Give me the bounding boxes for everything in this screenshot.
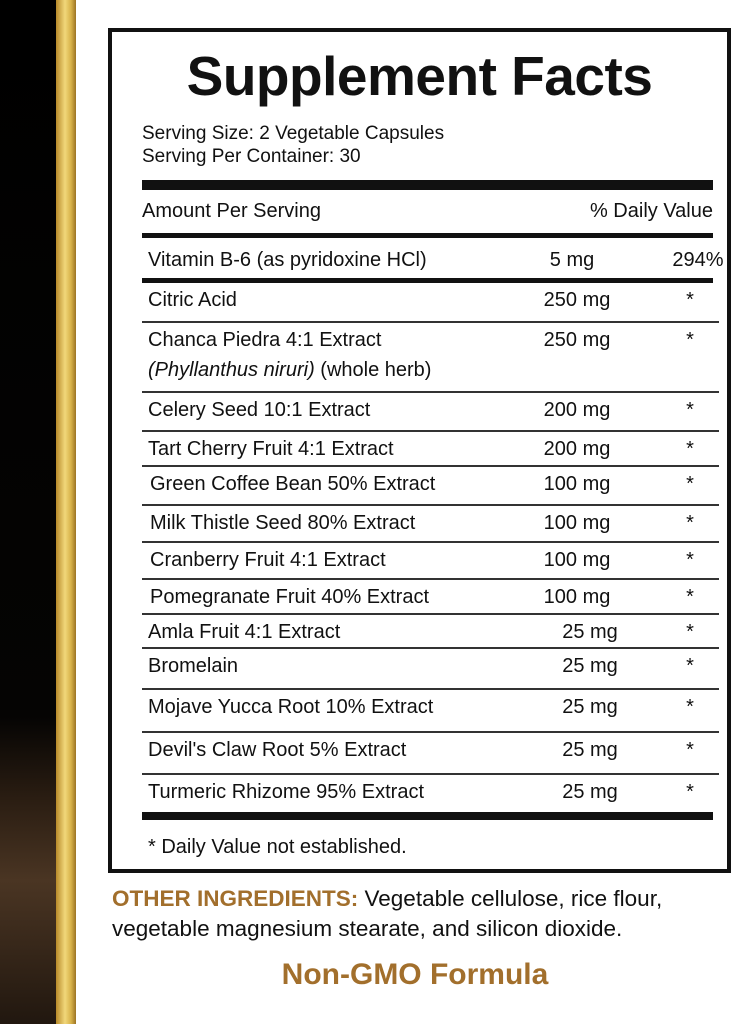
ingredient-amount: 200 mg	[543, 438, 611, 460]
ingredient-daily-value: *	[686, 512, 694, 534]
ingredient-name: Tart Cherry Fruit 4:1 Extract	[148, 438, 394, 460]
thick-divider	[142, 812, 713, 820]
serving-size: Serving Size: 2 Vegetable Capsules	[142, 123, 445, 144]
medium-divider	[142, 278, 713, 283]
ingredient-daily-value: *	[686, 549, 694, 571]
row-divider	[142, 541, 719, 543]
ingredient-amount: 250 mg	[543, 329, 611, 351]
row-divider	[142, 647, 719, 649]
ingredient-daily-value: *	[686, 586, 694, 608]
row-divider	[142, 613, 719, 615]
ingredient-name: Vitamin B-6 (as pyridoxine HCl)	[148, 249, 427, 271]
decorative-dark-strip	[0, 0, 56, 1024]
ingredient-daily-value: *	[686, 621, 694, 643]
ingredient-daily-value: *	[686, 399, 694, 421]
ingredient-daily-value: 294%	[672, 249, 724, 271]
servings-per-container: Serving Per Container: 30	[142, 146, 361, 167]
ingredient-daily-value: *	[686, 329, 694, 351]
thick-divider	[142, 180, 713, 190]
panel-title: Supplement Facts	[186, 45, 653, 107]
other-ingredients-text: Vegetable cellulose, rice flour, vegetab…	[112, 886, 663, 941]
row-divider	[142, 321, 719, 323]
ingredient-daily-value: *	[686, 473, 694, 495]
ingredient-name: Mojave Yucca Root 10% Extract	[148, 696, 434, 718]
ingredient-daily-value: *	[686, 696, 694, 718]
daily-value-header: % Daily Value	[589, 200, 713, 222]
ingredient-daily-value: *	[686, 655, 694, 677]
ingredient-amount: 25 mg	[562, 739, 618, 761]
ingredient-amount: 100 mg	[543, 512, 611, 534]
ingredient-amount: 100 mg	[543, 586, 611, 608]
ingredient-latin-name: (Phyllanthus niruri)	[148, 359, 315, 381]
other-ingredients: OTHER INGREDIENTS: Vegetable cellulose, …	[112, 884, 750, 944]
ingredient-amount: 250 mg	[543, 289, 611, 311]
ingredient-amount: 25 mg	[562, 781, 618, 803]
other-ingredients-label: OTHER INGREDIENTS:	[112, 886, 359, 911]
ingredient-amount: 25 mg	[562, 621, 618, 643]
ingredient-amount: 100 mg	[543, 549, 611, 571]
ingredient-amount: 5 mg	[549, 249, 595, 271]
ingredient-name: Bromelain	[148, 655, 239, 677]
ingredient-name: Milk Thistle Seed 80% Extract	[150, 512, 416, 534]
ingredient-name: Turmeric Rhizome 95% Extract	[148, 781, 424, 803]
row-divider	[142, 430, 719, 432]
ingredient-daily-value: *	[686, 438, 694, 460]
ingredient-part: (whole herb)	[314, 359, 432, 381]
row-divider	[142, 773, 719, 775]
non-gmo-badge: Non-GMO Formula	[281, 958, 549, 991]
ingredient-amount: 200 mg	[543, 399, 611, 421]
medium-divider	[142, 233, 713, 238]
ingredient-name: Citric Acid	[148, 289, 237, 311]
ingredient-daily-value: *	[686, 781, 694, 803]
ingredient-name: Chanca Piedra 4:1 Extract	[148, 329, 382, 351]
ingredient-name: Devil's Claw Root 5% Extract	[148, 739, 407, 761]
ingredient-name: Green Coffee Bean 50% Extract	[150, 473, 436, 495]
ingredient-amount: 25 mg	[562, 655, 618, 677]
row-divider	[142, 465, 719, 467]
ingredient-name: Cranberry Fruit 4:1 Extract	[150, 549, 386, 571]
row-divider	[142, 391, 719, 393]
ingredient-amount: 25 mg	[562, 696, 618, 718]
decorative-gold-strip	[56, 0, 76, 1024]
ingredient-name: Amla Fruit 4:1 Extract	[148, 621, 341, 643]
footnote: * Daily Value not established.	[148, 836, 407, 858]
ingredient-name: Celery Seed 10:1 Extract	[148, 399, 371, 421]
supplement-facts-panel: Supplement Facts Serving Size: 2 Vegetab…	[108, 28, 731, 873]
row-divider	[142, 731, 719, 733]
row-divider	[142, 504, 719, 506]
row-divider	[142, 578, 719, 580]
ingredient-daily-value: *	[686, 739, 694, 761]
ingredient-name: Pomegranate Fruit 40% Extract	[150, 586, 430, 608]
amount-per-serving-header: Amount Per Serving	[142, 200, 321, 222]
row-divider	[142, 688, 719, 690]
ingredient-daily-value: *	[686, 289, 694, 311]
ingredient-amount: 100 mg	[543, 473, 611, 495]
